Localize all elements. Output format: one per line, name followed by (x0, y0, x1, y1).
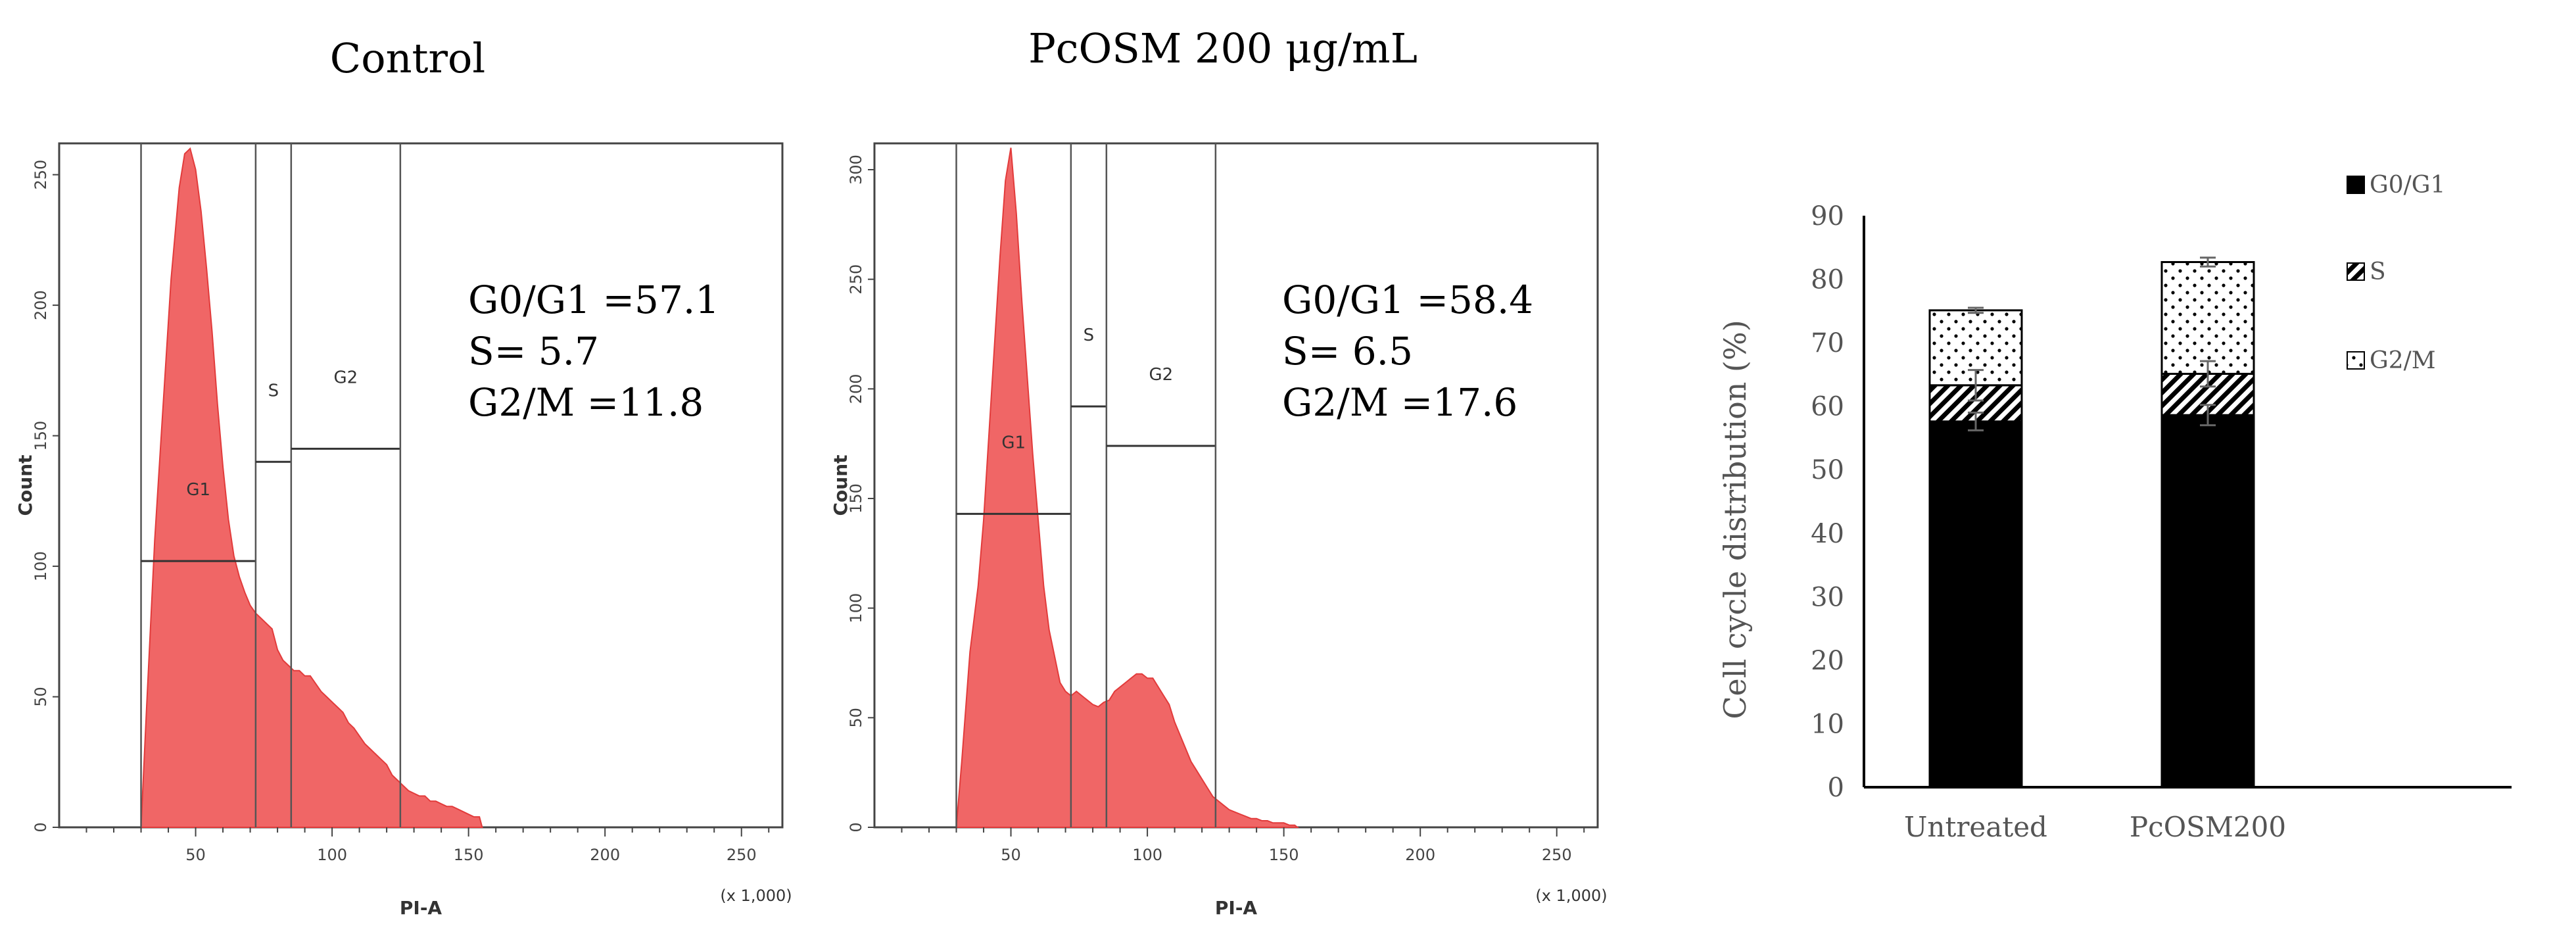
legend-label-g0-g1: G0/G1 (2370, 172, 2445, 199)
pcosm-x-tick-label: 250 (1542, 846, 1572, 864)
pcosm-x-tick-label: 200 (1405, 846, 1435, 864)
bar-y-tick-label: 40 (1811, 519, 1844, 549)
bar-segment-g0-g1-untreated (1928, 420, 2023, 789)
pcosm-gate-label-g2: G2 (1149, 365, 1173, 385)
bar-segment-g0-g1-pcosm200 (2160, 414, 2255, 789)
control-g2-m-annotation: G2/M =11.8 (468, 380, 704, 425)
pcosm-gate-label-s: S (1084, 326, 1095, 345)
legend-swatch-g2-m (2347, 351, 2365, 370)
pcosm-y-tick-label: 200 (847, 374, 865, 404)
bar-y-tick-label: 70 (1811, 328, 1844, 358)
control-x-axis-label: PI-A (400, 897, 442, 919)
pcosm-y-tick-label: 50 (847, 708, 865, 728)
control-gate-label-s: S (268, 381, 279, 401)
bar-y-tick-label: 20 (1811, 646, 1844, 676)
bar-y-tick-label: 30 (1811, 582, 1844, 612)
bar-y-tick-label: 80 (1811, 265, 1844, 295)
pcosm-x-tick-label: 100 (1132, 846, 1162, 864)
pcosm-x-axis-label: PI-A (1215, 897, 1258, 919)
bar-x-label-pcosm200: PcOSM200 (2130, 811, 2286, 843)
pcosm-y-axis-label: Count (830, 454, 851, 516)
pcosm-gate-label-g1: G1 (1001, 433, 1026, 452)
control-panel-title: Control (330, 34, 485, 82)
bar-y-tick-label: 0 (1828, 773, 1844, 803)
bar-x-label-untreated: Untreated (1904, 811, 2047, 843)
bar-y-tick-label: 60 (1811, 392, 1844, 422)
control-histogram: G1 S G2 250 200 150 100 50 0 50 100 150 200 250 Cou… (14, 142, 792, 919)
pcosm-x-tick-label: 150 (1269, 846, 1299, 864)
control-y-tick-label: 100 (32, 551, 50, 581)
pcosm-histogram-area (955, 147, 1300, 828)
legend-swatch-s (2347, 262, 2365, 281)
pcosm-y-tick-label: 250 (847, 264, 865, 295)
pcosm-panel-title: PcOSM 200 μg/mL (1028, 24, 1418, 72)
control-x-scale-note: (x 1,000) (720, 886, 792, 905)
control-x-tick-label: 50 (185, 846, 206, 864)
control-gate-label-g1: G1 (186, 480, 210, 500)
control-y-axis-label: Count (14, 454, 36, 516)
control-s-annotation: S= 5.7 (468, 329, 599, 374)
legend-label-g2-m: G2/M (2370, 347, 2436, 374)
pcosm-g0-g1-annotation: G0/G1 =58.4 (1282, 278, 1533, 322)
control-x-tick-label: 250 (727, 846, 757, 864)
bar-legend: G0/G1 S G2/M (2347, 172, 2445, 374)
bar-y-axis-label: Cell cycle distribution (%) (1717, 320, 1753, 719)
control-gate-label-g2: G2 (333, 368, 358, 387)
control-y-tick-label: 50 (32, 687, 50, 707)
control-x-tick-label: 100 (317, 846, 347, 864)
control-y-tick-label: 250 (32, 160, 50, 190)
control-x-tick-label: 200 (590, 846, 620, 864)
control-y-tick-label: 0 (32, 822, 50, 832)
cell-cycle-bar-chart: 90 80 70 60 50 40 30 20 10 0 Untreated PcOSM200 Ce… (1717, 172, 2512, 843)
pcosm-y-tick-label: 150 (847, 483, 865, 514)
control-x-tick-label: 150 (454, 846, 484, 864)
control-g0-g1-annotation: G0/G1 =57.1 (468, 278, 719, 322)
control-histogram-area (140, 147, 483, 828)
pcosm-x-tick-label: 50 (1001, 846, 1021, 864)
bar-y-tick-label: 10 (1811, 709, 1844, 739)
legend-label-s: S (2370, 258, 2386, 285)
pcosm-y-tick-label: 0 (847, 822, 865, 832)
control-y-tick-label: 200 (32, 290, 50, 320)
pcosm-y-tick-label: 300 (847, 155, 865, 185)
bar-y-tick-label: 90 (1811, 201, 1844, 231)
pcosm-x-scale-note: (x 1,000) (1535, 886, 1607, 905)
bar-segment-g2-m-pcosm200 (2160, 260, 2255, 375)
pcosm-g2-m-annotation: G2/M =17.6 (1282, 380, 1517, 425)
pcosm-y-tick-label: 100 (847, 593, 865, 623)
control-y-tick-label: 150 (32, 421, 50, 451)
bar-y-tick-label: 50 (1811, 455, 1844, 485)
pcosm-s-annotation: S= 6.5 (1282, 329, 1413, 374)
legend-swatch-g0-g1 (2347, 176, 2365, 194)
